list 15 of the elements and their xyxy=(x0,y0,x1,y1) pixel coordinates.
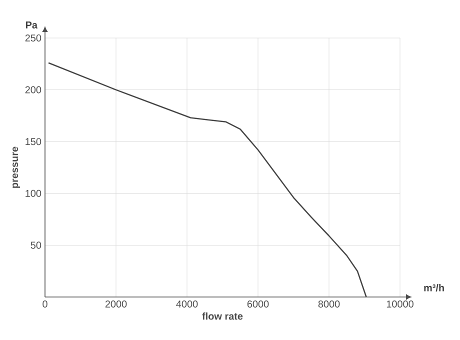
x-tick-label: 0 xyxy=(42,300,48,308)
y-axis-title: pressure xyxy=(12,146,20,188)
y-tick-label: 100 xyxy=(26,190,42,197)
text: m³/h xyxy=(424,284,444,292)
y-tick-label: 50 xyxy=(30,242,42,249)
text: Pa xyxy=(26,22,38,28)
x-axis-title: flow rate xyxy=(202,312,243,320)
y-tick-label: 200 xyxy=(25,86,42,94)
x-tick-label: 2000 xyxy=(105,300,127,308)
x-tick-label: 4000 xyxy=(176,300,198,308)
x-tick-label: 8000 xyxy=(318,300,340,308)
y-tick-label: 150 xyxy=(26,138,42,146)
x-tick-label: 10000 xyxy=(386,300,414,308)
x-tick-label: 6000 xyxy=(247,300,269,308)
y-tick-label: 250 xyxy=(25,34,42,42)
